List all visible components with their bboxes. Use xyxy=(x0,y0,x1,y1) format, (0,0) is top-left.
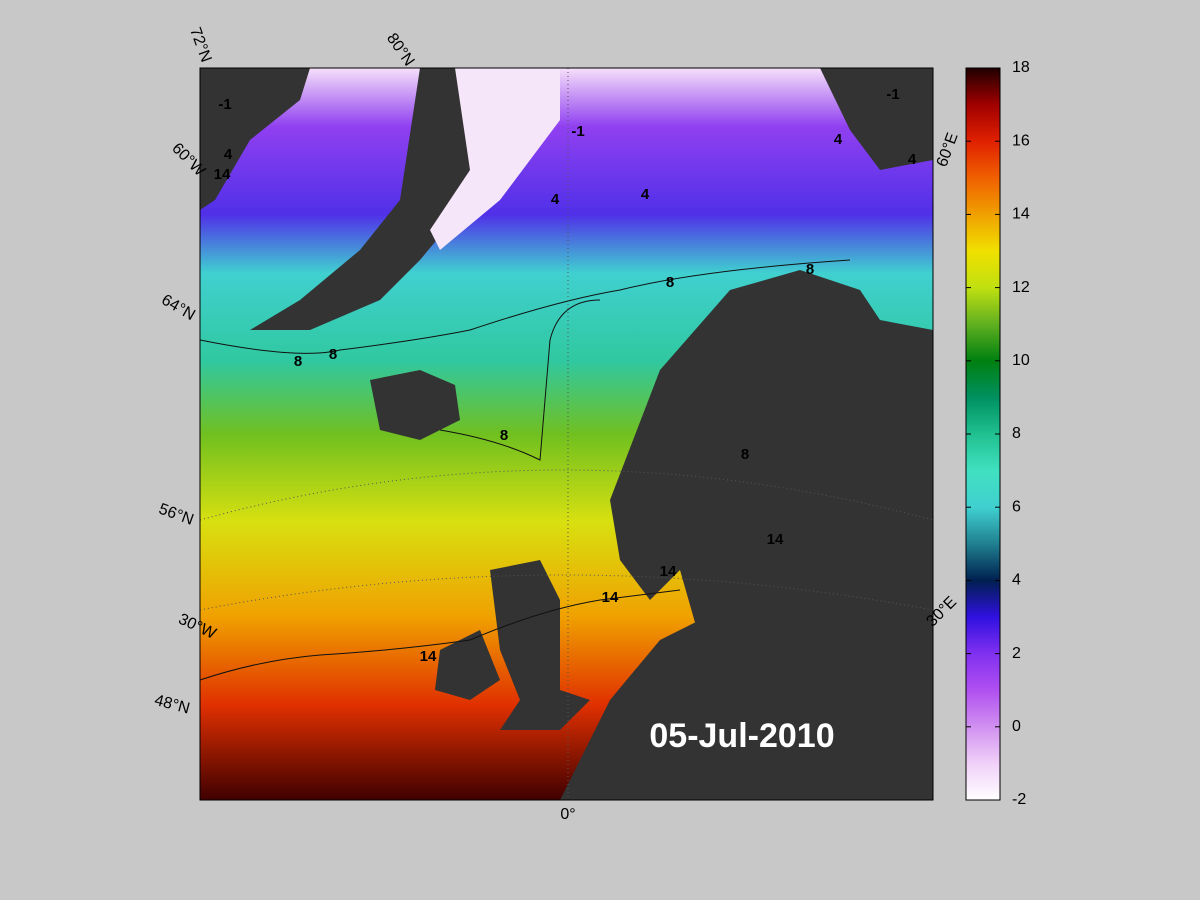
colorbar-tick-label: 6 xyxy=(1012,498,1021,515)
contour-line xyxy=(439,299,601,461)
contour-label: 8 xyxy=(329,346,337,363)
graticule-label: 64°N xyxy=(158,291,197,324)
colorbar-tick-label: 18 xyxy=(1012,59,1030,76)
graticule xyxy=(199,574,934,611)
colorbar-tick-label: 12 xyxy=(1012,279,1030,296)
contour-label: 14 xyxy=(660,563,677,580)
map: 05-Jul-2010 xyxy=(199,67,934,801)
colorbar-gradient xyxy=(965,67,1001,801)
land xyxy=(435,630,500,700)
contour-label: 8 xyxy=(666,274,674,291)
contour-label: 4 xyxy=(908,151,917,168)
contour-label: 8 xyxy=(500,427,508,444)
land xyxy=(560,270,933,800)
colorbar-tick-label: 16 xyxy=(1012,132,1030,149)
contour-label: 14 xyxy=(214,166,231,183)
colorbar-tick-label: 10 xyxy=(1012,352,1030,369)
contour-label: 8 xyxy=(806,261,814,278)
graticule-label: 60°E xyxy=(934,131,962,170)
graticule-label: 72°N xyxy=(186,25,214,64)
colorbar-tick-label: 4 xyxy=(1012,572,1021,589)
contour-label: -1 xyxy=(886,86,899,103)
contour-label: 14 xyxy=(602,589,619,606)
land xyxy=(200,68,310,210)
graticule-label: 80°N xyxy=(383,30,417,69)
colorbar-tick-label: -2 xyxy=(1012,791,1026,808)
colorbar-tick-label: 2 xyxy=(1012,645,1021,662)
graticule-label: 56°N xyxy=(156,501,195,529)
contour-label: 4 xyxy=(641,186,650,203)
contour-label: -1 xyxy=(571,123,584,140)
contour-label: 14 xyxy=(420,648,437,665)
land xyxy=(490,560,590,730)
colorbar-tick-label: 14 xyxy=(1012,206,1030,223)
contour-label: 8 xyxy=(741,446,749,463)
graticule xyxy=(199,469,934,521)
land xyxy=(820,68,933,170)
contour-label: 4 xyxy=(834,131,843,148)
contour-label: 8 xyxy=(294,353,302,370)
map-frame xyxy=(199,67,934,801)
colorbar: -2 0 2 4 6 8 10 12 14 16 18 xyxy=(965,59,1030,808)
contour-line xyxy=(199,259,851,354)
contour-label: 4 xyxy=(551,191,560,208)
colorbar-tick-label: 0 xyxy=(1012,718,1021,735)
land xyxy=(250,68,500,330)
sea-ice xyxy=(430,68,560,250)
graticule-label: 0° xyxy=(560,806,575,823)
land xyxy=(370,370,460,440)
contour-line xyxy=(199,589,681,681)
contour-label: 14 xyxy=(767,531,784,548)
contour-labels: -1 -1 -1 4 4 4 4 4 8 8 8 8 8 8 14 14 14 14 14 xyxy=(214,86,917,665)
graticule-label: 48°N xyxy=(153,692,192,718)
contour-label: -1 xyxy=(218,96,231,113)
colorbar-tick-label: 8 xyxy=(1012,425,1021,442)
date-label: 05-Jul-2010 xyxy=(649,717,834,755)
contour-label: 4 xyxy=(224,146,233,163)
